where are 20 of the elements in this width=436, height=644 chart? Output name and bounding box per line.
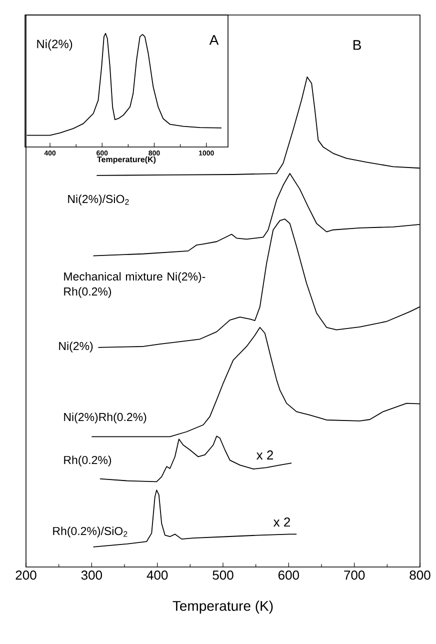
annotation: x 2 [273,517,290,527]
series-label: Ni(2%)Rh(0.2%) [64,412,146,424]
x-tick-label: 400 [146,570,168,580]
x-tick-label: 700 [344,570,365,580]
x-tick-label: 800 [410,570,430,580]
series-label: Rh(0.2%)/SiO$_{2}$ [53,526,128,538]
text: Ni(2%) [37,39,72,51]
series-label: Ni(2%) [59,342,93,352]
x-tick-label: 200 [16,570,36,580]
series-label: Ni(2%)/SiO$_{2}$ [68,194,129,206]
annotation: A [209,35,219,45]
x-tick-label: 300 [81,570,102,580]
x-axis-title: Temperature(K) [97,156,156,164]
text: Mechanical mixture Ni(2%)-Rh(0.2%) [64,272,206,298]
annotation: x 2 [256,450,274,460]
series-label: Rh(0.2%) [64,456,112,466]
x-tick-label: 500 [212,570,234,580]
text: B [353,40,361,50]
x-tick-label: 600 [278,570,300,580]
x-axis-title: Temperature (K) [172,600,273,614]
